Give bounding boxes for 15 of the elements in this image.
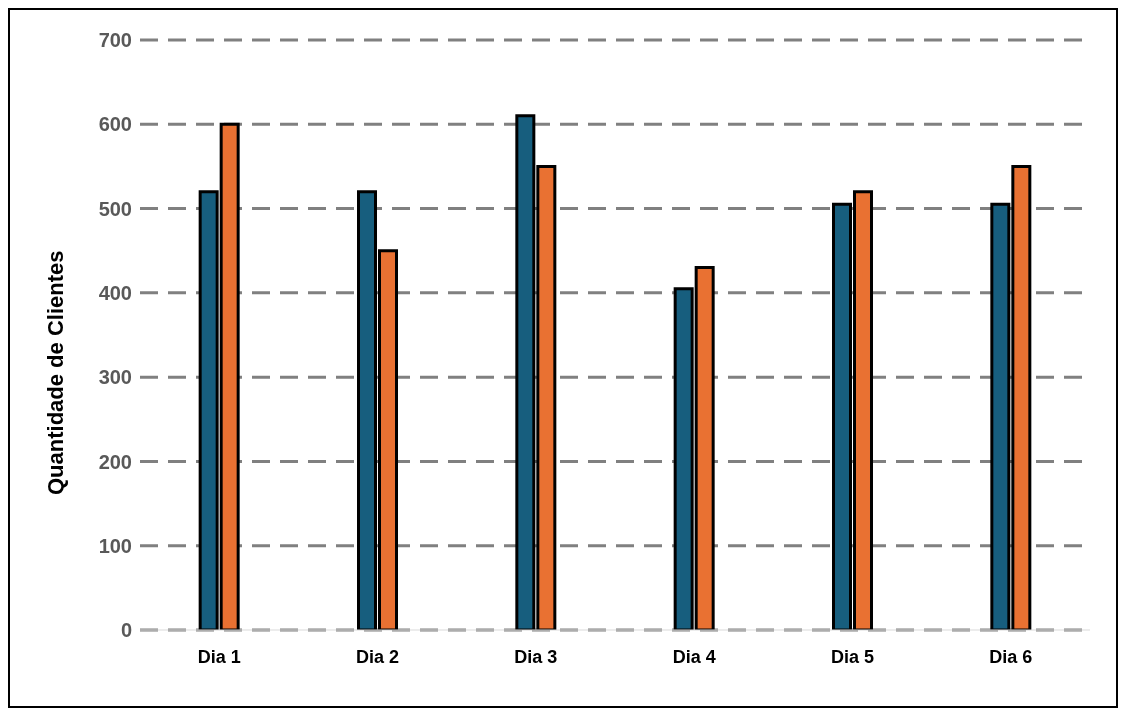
y-tick-label: 400 — [98, 281, 132, 304]
y-tick-label: 0 — [120, 619, 132, 642]
x-tick-label: Dia 6 — [989, 646, 1033, 667]
y-axis-title: Quantidade de Clientes — [42, 250, 68, 495]
x-tick-label: Dia 1 — [197, 646, 241, 667]
x-tick-label: Dia 5 — [830, 646, 875, 667]
x-tick-label: Dia 3 — [514, 646, 558, 667]
x-tick-label: Dia 4 — [672, 646, 716, 667]
y-tick-label: 200 — [98, 450, 132, 473]
y-tick-label: 300 — [98, 366, 132, 389]
y-tick-label: 600 — [98, 113, 132, 136]
y-tick-label: 500 — [98, 197, 132, 220]
y-tick-label: 100 — [98, 534, 132, 557]
y-tick-label: 700 — [98, 29, 132, 52]
x-tick-label: Dia 2 — [355, 646, 400, 667]
